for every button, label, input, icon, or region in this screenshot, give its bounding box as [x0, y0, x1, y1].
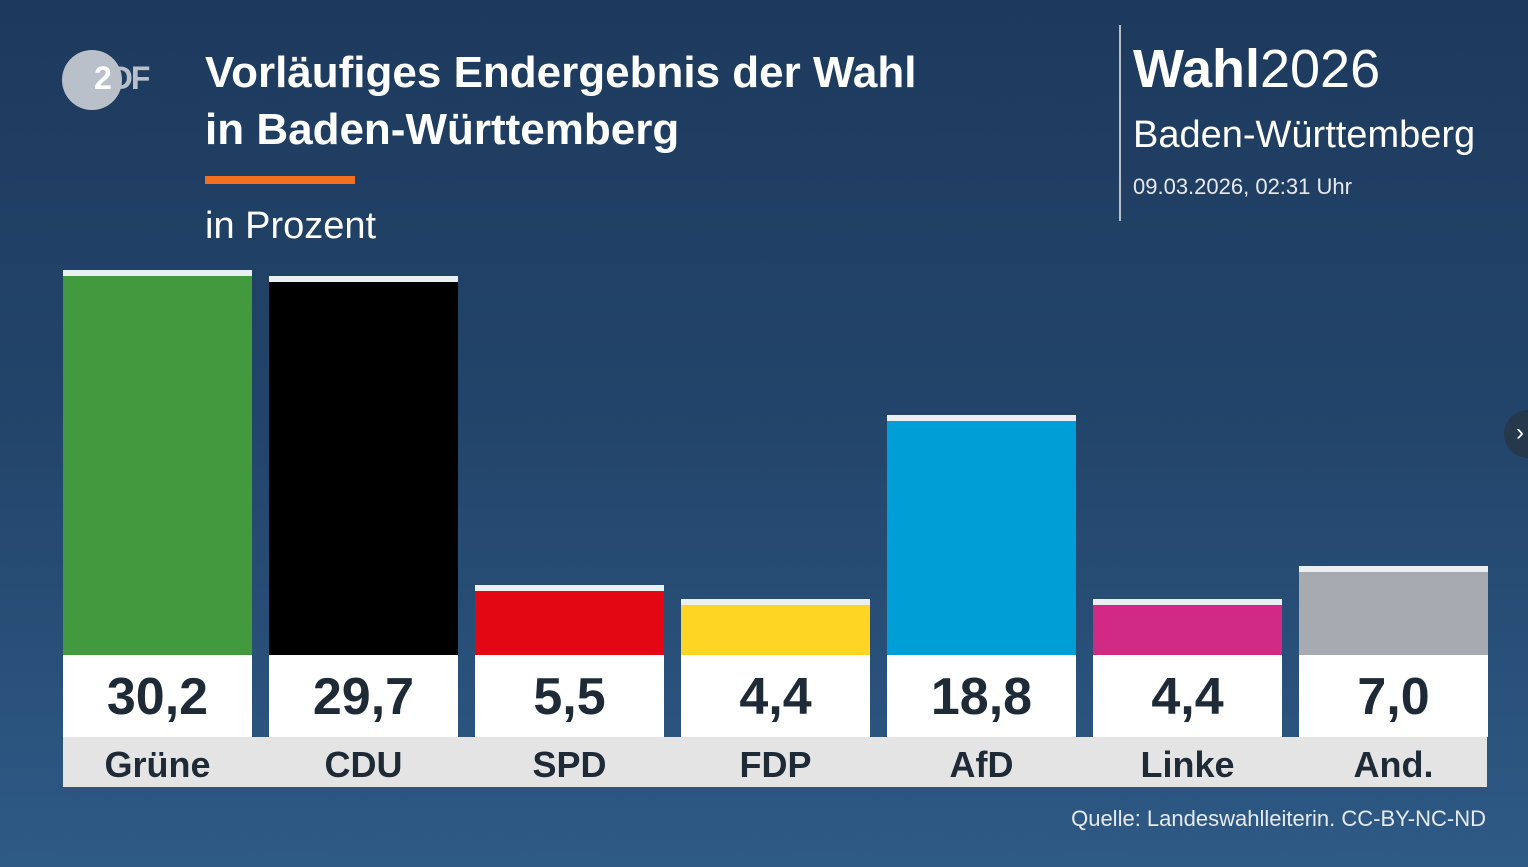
- brand-year: 2026: [1259, 39, 1381, 99]
- title-line-1: Vorläufiges Endergebnis der Wahl: [205, 48, 917, 97]
- next-slide-button[interactable]: ›: [1504, 410, 1528, 458]
- category-label: Linke: [1140, 744, 1235, 785]
- bar-5: [1093, 598, 1282, 655]
- chart-subtitle: in Prozent: [205, 205, 377, 247]
- chart-title: Vorläufiges Endergebnis der Wahl in Bade…: [205, 44, 916, 158]
- value-label: 29,7: [269, 655, 458, 737]
- value-label: 4,4: [681, 655, 870, 737]
- bar-4: [887, 415, 1076, 655]
- category-label: AfD: [949, 744, 1014, 785]
- bar-3: [681, 598, 870, 655]
- accent-line: [205, 176, 355, 184]
- value-label: 30,2: [63, 655, 252, 737]
- bar-0: [63, 269, 252, 655]
- brand-bold: Wahl: [1133, 39, 1260, 99]
- logo-text: 2DF: [94, 60, 150, 96]
- region: Baden-Württemberg: [1133, 114, 1476, 156]
- category-label: And.: [1353, 744, 1434, 785]
- timestamp: 09.03.2026, 02:31 Uhr: [1133, 174, 1352, 199]
- bar-2: [475, 584, 664, 655]
- value-label: 7,0: [1299, 655, 1488, 737]
- title-line-2: in Baden-Württemberg: [205, 105, 680, 154]
- source: Quelle: Landeswahlleiterin. CC-BY-NC-ND: [1071, 806, 1486, 831]
- bar-6: [1299, 565, 1488, 655]
- logo-circle: [62, 50, 122, 110]
- chevron-right-icon: ›: [1516, 419, 1524, 446]
- label-strip: [63, 737, 1487, 787]
- value-label: 18,8: [887, 655, 1076, 737]
- category-label: CDU: [324, 744, 403, 785]
- category-label: SPD: [532, 744, 607, 785]
- brand: Wahl2026: [1133, 38, 1380, 100]
- divider: [1119, 25, 1121, 221]
- value-label: 5,5: [475, 655, 664, 737]
- value-label: 4,4: [1093, 655, 1282, 737]
- bar-1: [269, 276, 458, 655]
- category-label: FDP: [739, 744, 812, 785]
- category-label: Grüne: [104, 744, 211, 785]
